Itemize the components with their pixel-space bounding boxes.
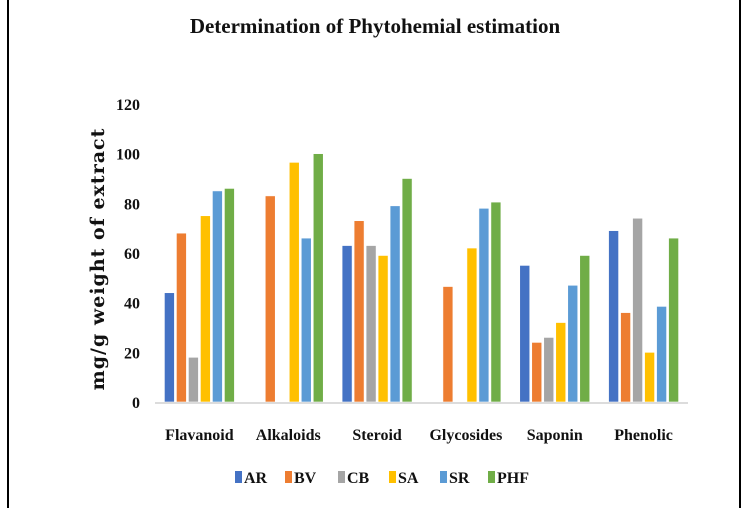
legend-item-sa: SA: [389, 470, 419, 487]
chart-title: Determination of Phytohemial estimation: [190, 14, 561, 38]
legend-swatch: [440, 471, 447, 483]
bar-sr-flavanoid: [212, 190, 223, 403]
bar-phf-alkaloids: [312, 153, 324, 403]
bar-ar-steroid: [341, 245, 353, 403]
bar-bv-alkaloids: [264, 195, 276, 403]
bar-sr-phenolic: [656, 306, 667, 403]
bar-sr-alkaloids: [300, 237, 312, 403]
y-tick-label: 60: [124, 246, 140, 263]
bar-sr-steroid: [389, 205, 401, 403]
bar-phf-phenolic: [668, 237, 679, 403]
bar-cb-saponin: [543, 337, 555, 403]
bar-sr-glycosides: [478, 208, 490, 403]
x-tick-label: Flavanoid: [165, 427, 234, 444]
y-axis-label: mg/g weight of extract: [87, 128, 109, 391]
y-tick-label: 40: [124, 296, 140, 313]
bar-bv-flavanoid: [176, 232, 187, 403]
y-tick-label: 0: [132, 395, 140, 412]
legend-swatch: [338, 471, 345, 483]
legend-item-sr: SR: [440, 470, 470, 487]
bar-phf-steroid: [401, 178, 413, 403]
y-tick-label: 120: [116, 97, 140, 114]
bar-phf-saponin: [579, 255, 591, 403]
bar-sa-steroid: [377, 255, 389, 403]
y-tick-label: 100: [116, 147, 140, 164]
legend-item-ar: AR: [235, 470, 268, 487]
legend-swatch: [235, 471, 242, 483]
legend-item-bv: BV: [285, 470, 317, 487]
y-tick-label: 20: [124, 345, 140, 362]
x-tick-label: Alkaloids: [256, 427, 321, 444]
bar-ar-saponin: [519, 265, 531, 403]
x-tick-label: Steroid: [352, 427, 402, 444]
bar-ar-phenolic: [608, 230, 619, 403]
x-tick-label: Saponin: [527, 427, 583, 444]
bar-cb-steroid: [365, 245, 377, 403]
bar-sa-phenolic: [644, 352, 655, 403]
x-axis-labels: Flavanoid Alkaloids Steroid Glycosides Sapon…: [165, 427, 673, 444]
bar-ar-flavanoid: [164, 292, 175, 403]
bar-sa-saponin: [555, 322, 567, 403]
bar-cb-phenolic: [632, 217, 643, 403]
x-tick-label: Glycosides: [429, 427, 502, 444]
legend-label: AR: [244, 470, 268, 487]
legend-swatch: [285, 471, 292, 483]
y-tick-label: 80: [124, 196, 140, 213]
bar-sa-flavanoid: [200, 215, 211, 403]
y-axis-ticks: 0 20 40 60 80 100 120: [116, 97, 140, 412]
legend-label: SR: [449, 470, 470, 487]
bar-cb-flavanoid: [188, 356, 199, 403]
legend-swatch: [389, 471, 396, 483]
bar-bv-saponin: [531, 342, 543, 403]
image-border: [7, 0, 741, 508]
bar-bv-glycosides: [442, 286, 454, 403]
legend-label: SA: [398, 470, 419, 487]
legend-swatch: [488, 471, 495, 483]
bar-phf-glycosides: [490, 201, 502, 403]
legend-item-phf: PHF: [488, 470, 529, 487]
legend-item-cb: CB: [338, 470, 370, 487]
bar-sa-alkaloids: [288, 162, 300, 403]
bars: [164, 153, 679, 403]
x-tick-label: Phenolic: [614, 427, 673, 444]
bar-phf-flavanoid: [224, 188, 235, 403]
bar-sr-saponin: [567, 284, 579, 403]
bar-sa-glycosides: [466, 247, 478, 403]
bar-bv-phenolic: [620, 312, 631, 403]
legend-label: PHF: [497, 470, 529, 487]
legend-label: BV: [294, 470, 317, 487]
legend-label: CB: [347, 470, 370, 487]
legend: AR BV CB SA SR PHF: [235, 470, 529, 487]
bar-bv-steroid: [353, 220, 365, 403]
